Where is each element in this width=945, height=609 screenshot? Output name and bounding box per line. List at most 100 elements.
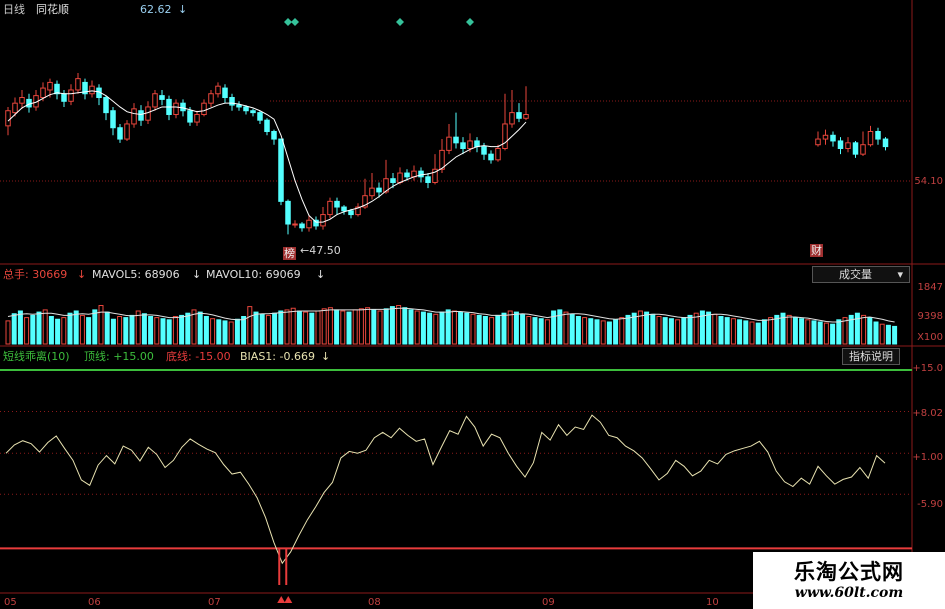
indicator-explain-button[interactable]: 指标说明 xyxy=(842,348,900,365)
volume-bar xyxy=(160,318,166,345)
bias-tick-8: +8.02 xyxy=(912,408,943,419)
volume-bar xyxy=(92,309,98,345)
volume-bar xyxy=(228,321,234,345)
volume-bar xyxy=(811,320,817,345)
candle-body xyxy=(376,187,382,193)
volume-bar xyxy=(650,313,656,345)
volume-bar xyxy=(799,318,805,345)
volume-bar xyxy=(482,316,488,345)
candle-body xyxy=(40,87,46,99)
volume-bar xyxy=(755,322,761,345)
candle-body xyxy=(103,97,109,114)
volume-bar xyxy=(836,319,842,345)
bias-tick-neg5: -5.90 xyxy=(917,499,943,510)
volume-bar xyxy=(451,310,457,345)
volume-bar xyxy=(823,322,829,345)
volume-bar xyxy=(154,317,160,345)
candle-body xyxy=(383,178,389,193)
volume-bar xyxy=(879,323,885,345)
volume-bar xyxy=(625,314,631,345)
candle-body xyxy=(474,140,480,148)
volume-bar xyxy=(55,318,61,345)
volume-bar xyxy=(532,317,538,345)
indicator-select-label: 成交量 xyxy=(839,268,872,281)
candle-body xyxy=(299,223,305,229)
finance-marker: 财 xyxy=(810,244,823,257)
volume-bar xyxy=(166,319,172,345)
candle-body xyxy=(837,140,844,149)
signal-diamond-icon xyxy=(396,18,404,26)
candle-body xyxy=(523,114,529,119)
volume-bar xyxy=(675,319,681,345)
volume-bar xyxy=(352,309,358,345)
volume-bar xyxy=(210,318,216,345)
volume-bar xyxy=(737,319,743,345)
volume-bar xyxy=(724,317,730,345)
volume-bar xyxy=(551,310,557,345)
volume-bar xyxy=(408,309,414,345)
volume-bar xyxy=(594,319,600,345)
bias1-value-label: BIAS1: -0.669 xyxy=(240,350,315,363)
volume-bar xyxy=(272,312,278,345)
price-axis-tick: 54.10 xyxy=(914,176,943,187)
volume-bar xyxy=(892,325,898,345)
volume-bar xyxy=(867,317,873,345)
volume-bar xyxy=(718,316,724,345)
candle-body xyxy=(425,176,431,183)
volume-bar xyxy=(786,314,792,345)
volume-bar xyxy=(730,318,736,345)
candle-body xyxy=(250,110,256,114)
candle-body xyxy=(54,83,60,95)
candle-body xyxy=(306,219,312,229)
volume-bar xyxy=(495,314,501,345)
candle-body xyxy=(229,97,235,106)
candle-body xyxy=(208,93,214,104)
volume-bar xyxy=(383,308,389,345)
volume-bar xyxy=(681,317,687,345)
candle-body xyxy=(867,131,874,146)
period-label[interactable]: 日线 xyxy=(3,3,25,16)
volume-bar xyxy=(668,318,674,345)
volume-bar xyxy=(613,319,619,345)
candle-body xyxy=(82,81,88,95)
candle-body xyxy=(362,195,368,208)
volume-bar xyxy=(135,310,141,345)
candle-body xyxy=(334,200,340,208)
signal-diamond-icon xyxy=(466,18,474,26)
volume-bar xyxy=(501,312,507,345)
volume-bar xyxy=(792,317,798,345)
volume-bar xyxy=(5,320,11,345)
candle-body xyxy=(481,146,487,155)
bias-top-line-label: 顶线: +15.00 xyxy=(84,350,154,363)
volume-bar xyxy=(191,309,197,345)
indicator-select-button[interactable]: 成交量 ▾ xyxy=(812,266,910,283)
volume-bar xyxy=(197,311,203,345)
volume-bar xyxy=(358,308,364,345)
candle-body xyxy=(110,110,116,129)
volume-bar xyxy=(569,313,575,345)
volume-bar xyxy=(296,310,302,345)
date-tick: 07 xyxy=(208,597,221,608)
candle-body xyxy=(830,134,836,142)
date-tick: 09 xyxy=(542,597,555,608)
candle-body xyxy=(89,85,95,95)
candle-body xyxy=(495,147,501,161)
chevron-down-icon: ▾ xyxy=(897,268,903,281)
mavol10-label: MAVOL10: 69069 xyxy=(206,268,301,281)
candle-body xyxy=(61,93,67,102)
volume-bar xyxy=(315,310,321,345)
volume-bar xyxy=(265,314,271,345)
volume-bar xyxy=(854,312,860,345)
candle-body xyxy=(355,206,361,216)
candle-body xyxy=(875,131,881,140)
candle-body xyxy=(215,85,221,95)
candle-body xyxy=(348,210,354,216)
total-volume-arrow-icon: ↓ xyxy=(77,268,87,281)
volume-bar xyxy=(637,310,643,345)
volume-bar xyxy=(538,318,544,345)
mavol5-line xyxy=(7,307,895,323)
candle-body xyxy=(26,98,32,108)
volume-bar xyxy=(439,311,445,345)
volume-bar xyxy=(848,314,854,345)
